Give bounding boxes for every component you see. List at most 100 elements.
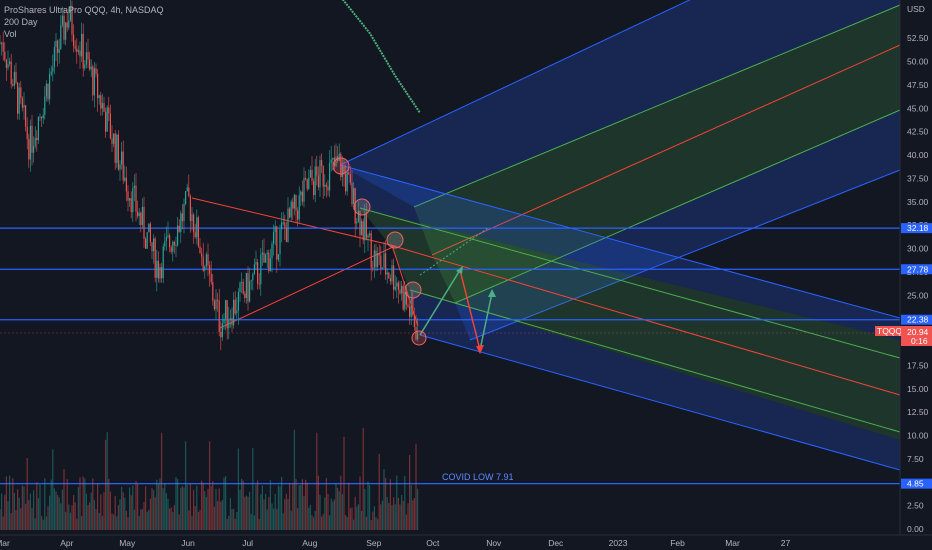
- volume-bar: [42, 519, 44, 530]
- volume-bar: [405, 514, 407, 530]
- candle-body: [354, 188, 356, 224]
- candle-body: [241, 282, 243, 284]
- volume-bar: [396, 475, 398, 530]
- volume-bar: [335, 483, 337, 530]
- volume-bar: [154, 497, 156, 530]
- price-tick-label: 17.50: [907, 360, 929, 370]
- volume-bar: [66, 479, 68, 530]
- candle-body: [157, 260, 159, 279]
- candle-body: [410, 298, 412, 317]
- price-tick-label: 42.50: [907, 127, 929, 137]
- volume-bar: [228, 515, 230, 530]
- pitchfork-upward[interactable]: [339, 0, 901, 341]
- time-axis-background: [0, 535, 932, 550]
- candle-body: [0, 42, 1, 44]
- candle-body: [375, 250, 377, 268]
- volume-bar: [162, 488, 164, 530]
- volume-bar: [76, 518, 78, 530]
- candle-body: [292, 201, 294, 209]
- volume-bar: [153, 490, 155, 530]
- candle-body: [220, 332, 222, 338]
- candle-body: [305, 178, 307, 180]
- candle-body: [367, 235, 369, 238]
- level-pill-bg: [901, 314, 932, 325]
- candle-body: [359, 210, 361, 235]
- volume-bar: [15, 509, 17, 530]
- candle-body: [261, 252, 263, 255]
- candle-body: [129, 198, 131, 201]
- volume-bar: [244, 496, 246, 530]
- candle-body: [26, 126, 28, 139]
- candle-body: [300, 191, 302, 196]
- candle-body: [205, 254, 207, 267]
- volume-bar: [295, 479, 297, 530]
- candle-body: [188, 187, 190, 197]
- candle-body: [361, 221, 363, 235]
- price-tick-label: 47.50: [907, 80, 929, 90]
- pitchfork-up-upper-line: [339, 0, 691, 166]
- horizontal-levels[interactable]: [0, 227, 900, 485]
- time-tick-label: Mar: [0, 538, 10, 548]
- candle-body: [172, 241, 174, 252]
- candle-body: [265, 254, 267, 263]
- volume-bar: [77, 487, 79, 530]
- legend-symbol[interactable]: ProShares UltraPro QQQ, 4h, NASDAQ: [4, 5, 164, 15]
- candle-body: [345, 173, 347, 192]
- level-pill-label: 32.18: [907, 223, 929, 233]
- candle-body: [202, 256, 204, 271]
- candle-body: [193, 214, 195, 233]
- price-tick-label: 40.00: [907, 150, 929, 160]
- price-pill-value: 20.94: [907, 327, 929, 337]
- candle-body: [124, 177, 126, 181]
- pivot-markers[interactable]: [332, 157, 427, 346]
- volume-bar: [223, 477, 225, 530]
- volume-bar: [282, 513, 284, 530]
- volume-bar: [193, 489, 195, 530]
- volume-bar: [239, 489, 241, 530]
- candle-body: [341, 166, 343, 178]
- candle-body: [213, 300, 215, 310]
- pivot-marker-low: [411, 330, 427, 346]
- candle-body: [313, 180, 315, 196]
- time-axis-ticks[interactable]: Mar Apr May Jun Jul Aug Sep Oct Nov Dec 2023 Feb Mar…: [0, 538, 791, 548]
- pitchfork-down-upper-line: [339, 164, 901, 319]
- volume-bar: [311, 515, 313, 530]
- candle-body: [13, 71, 15, 86]
- candle-body: [36, 137, 38, 141]
- candle-body: [33, 146, 35, 153]
- candle-body: [257, 262, 259, 284]
- candle-body: [295, 194, 297, 211]
- legend-indicator-vol[interactable]: Vol: [4, 29, 17, 39]
- candle-body: [161, 267, 163, 279]
- candle-body: [25, 105, 27, 127]
- triangle-pattern[interactable]: [191, 197, 397, 329]
- volume-bar: [21, 485, 23, 530]
- candle-body: [319, 160, 321, 188]
- time-tick-label: Jul: [242, 538, 253, 548]
- ma-200-line: [341, 0, 421, 114]
- candle-body: [399, 289, 401, 294]
- covid-low-annotation[interactable]: COVID LOW 7.91: [442, 472, 514, 482]
- candle-body: [82, 33, 84, 69]
- volume-bar: [209, 441, 211, 530]
- volume-bar: [117, 505, 119, 530]
- candle-body: [234, 299, 236, 314]
- candle-body: [245, 272, 247, 298]
- candle-body: [228, 320, 230, 329]
- legend-indicator-ma[interactable]: 200 Day: [4, 17, 38, 27]
- candle-body: [186, 187, 188, 192]
- candle-body: [402, 285, 404, 310]
- candle-body: [31, 125, 33, 153]
- volume-bar: [205, 497, 207, 530]
- projection-arrows[interactable]: [391, 227, 496, 354]
- projection-arrow-down-0: [391, 244, 419, 327]
- volume-bar: [316, 432, 318, 530]
- chart-legend[interactable]: ProShares UltraPro QQQ, 4h, NASDAQ 200 D…: [4, 4, 164, 40]
- volume-bar: [81, 516, 83, 530]
- volume-bar: [82, 476, 84, 530]
- candle-body: [412, 298, 414, 315]
- candle-body: [314, 166, 316, 196]
- pitchfork-downward[interactable]: [339, 164, 901, 471]
- volume-bar: [92, 478, 94, 530]
